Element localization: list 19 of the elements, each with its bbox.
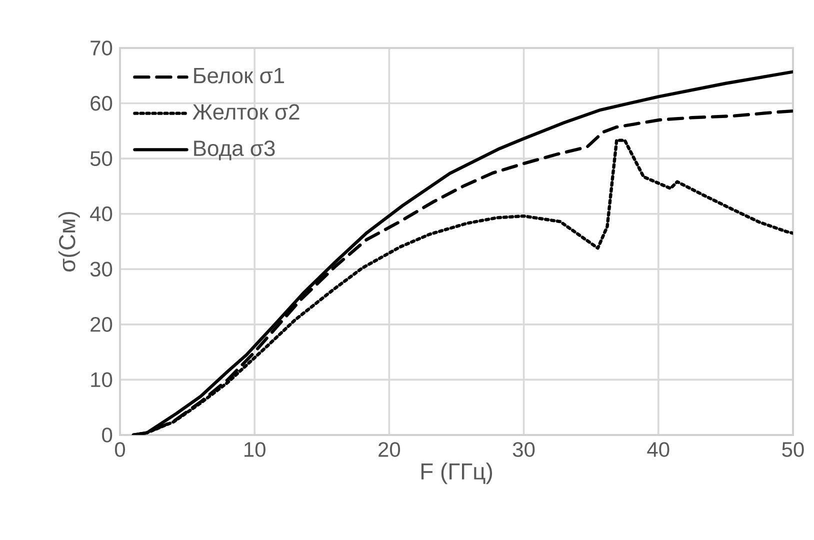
legend-label: Белок σ1: [194, 68, 284, 84]
x-tick-label: 50: [782, 442, 804, 457]
x-tick-label: 10: [244, 442, 266, 457]
legend-label: Вода σ3: [194, 140, 275, 160]
y-tick-label: 70: [90, 40, 112, 56]
legend-label: Желток σ2: [192, 104, 300, 120]
y-tick-label: 30: [90, 262, 112, 277]
x-tick-label: 20: [378, 442, 400, 457]
y-axis-title: σ(См): [58, 212, 80, 272]
y-tick-label: 0: [102, 428, 112, 442]
y-tick-label: 50: [90, 151, 112, 166]
x-tick-label: 30: [512, 442, 535, 457]
x-tick-label: 0: [114, 442, 126, 457]
y-tick-label: 10: [91, 372, 112, 388]
y-tick-label: 20: [90, 317, 112, 332]
x-axis-title: F (ГГц): [421, 462, 492, 484]
y-tick-label: 60: [90, 96, 112, 111]
y-tick-label: 40: [90, 206, 112, 222]
x-tick-label: 40: [647, 442, 670, 457]
